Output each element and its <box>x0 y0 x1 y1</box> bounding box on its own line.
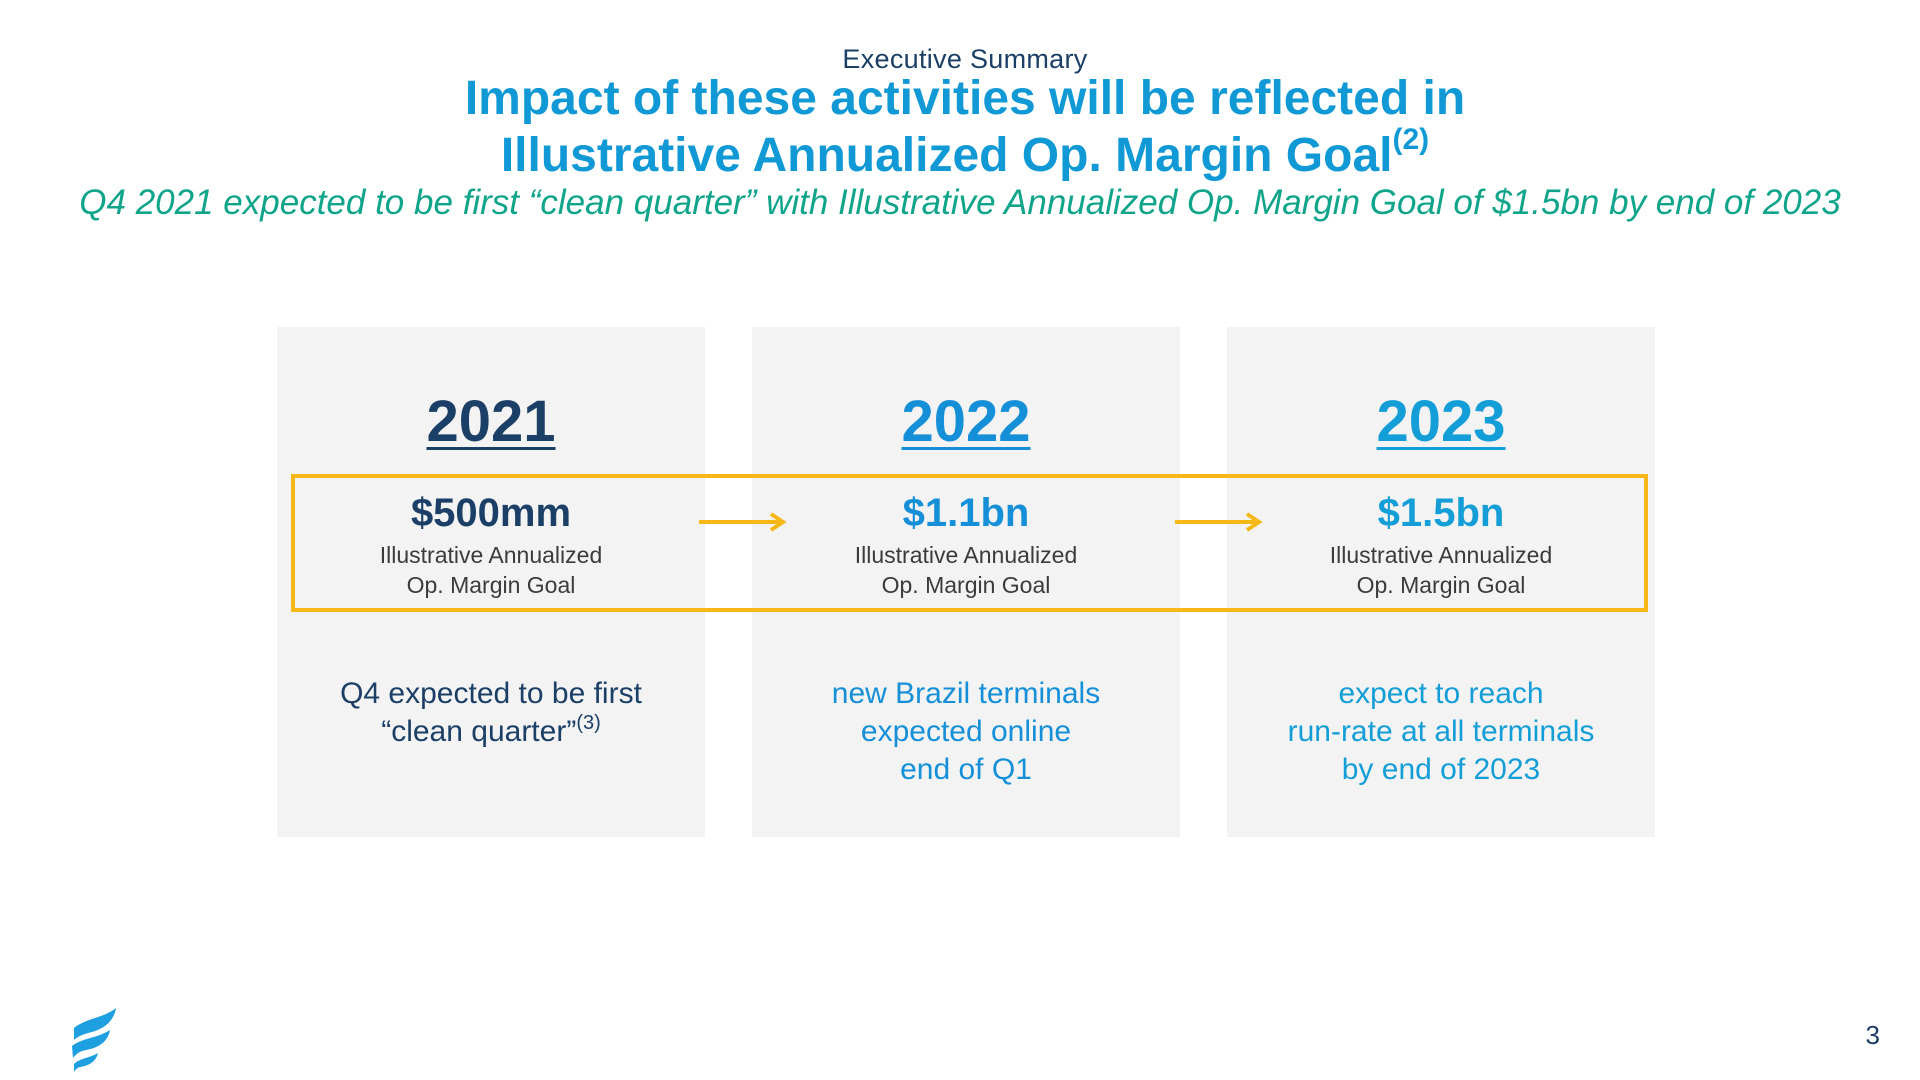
note-2022: new Brazil terminals expected online end… <box>752 675 1180 789</box>
amount-2023: $1.5bn <box>1377 491 1505 535</box>
goal-label-line-1: Illustrative Annualized <box>379 542 603 568</box>
goal-label-2023: Illustrative Annualized Op. Margin Goal <box>1227 540 1655 600</box>
goal-label-2022: Illustrative Annualized Op. Margin Goal <box>752 540 1180 600</box>
section-label: Executive Summary <box>842 44 1088 74</box>
year-heading-2021: 2021 <box>426 389 556 454</box>
flame-logo-icon <box>72 1008 116 1072</box>
right-arrow-icon <box>699 512 787 532</box>
note-line-2: run-rate at all terminals <box>1287 715 1595 748</box>
note-line-1: expect to reach <box>1338 677 1544 710</box>
goal-label-line-2: Op. Margin Goal <box>1356 572 1526 598</box>
note-line-1: Q4 expected to be first <box>340 677 642 710</box>
panel-2023 <box>1227 327 1655 837</box>
title-line-2: Illustrative Annualized Op. Margin Goal <box>500 129 1393 182</box>
note-line-2: “clean quarter” <box>381 715 577 748</box>
page-title: Impact of these activities will be refle… <box>0 70 1920 184</box>
goal-highlight-box <box>291 474 1648 612</box>
year-heading-2023: 2023 <box>1376 389 1506 454</box>
page-subtitle: Q4 2021 expected to be first “clean quar… <box>79 183 1841 222</box>
page-number: 3 <box>1865 1020 1880 1050</box>
right-arrow-icon <box>1175 512 1263 532</box>
title-line-1: Impact of these activities will be refle… <box>464 72 1466 125</box>
amount-2022: $1.1bn <box>902 491 1030 535</box>
title-footnote: (2) <box>1392 123 1430 156</box>
note-line-1: new Brazil terminals <box>831 677 1101 710</box>
note-line-2: expected online <box>860 715 1072 748</box>
goal-label-line-2: Op. Margin Goal <box>406 572 576 598</box>
panel-2022 <box>752 327 1180 837</box>
year-heading-2022: 2022 <box>901 389 1031 454</box>
goal-label-line-1: Illustrative Annualized <box>1329 542 1553 568</box>
note-line-3: end of Q1 <box>900 753 1032 786</box>
goal-label-line-2: Op. Margin Goal <box>881 572 1051 598</box>
goal-label-line-1: Illustrative Annualized <box>854 542 1078 568</box>
note-2023: expect to reach run-rate at all terminal… <box>1227 675 1655 789</box>
note-line-3: by end of 2023 <box>1341 753 1541 786</box>
goal-label-2021: Illustrative Annualized Op. Margin Goal <box>277 540 705 600</box>
note-footnote: (3) <box>576 712 601 734</box>
amount-2021: $500mm <box>410 491 572 535</box>
note-2021: Q4 expected to be first “clean quarter”(… <box>277 675 705 751</box>
panel-2021 <box>277 327 705 837</box>
